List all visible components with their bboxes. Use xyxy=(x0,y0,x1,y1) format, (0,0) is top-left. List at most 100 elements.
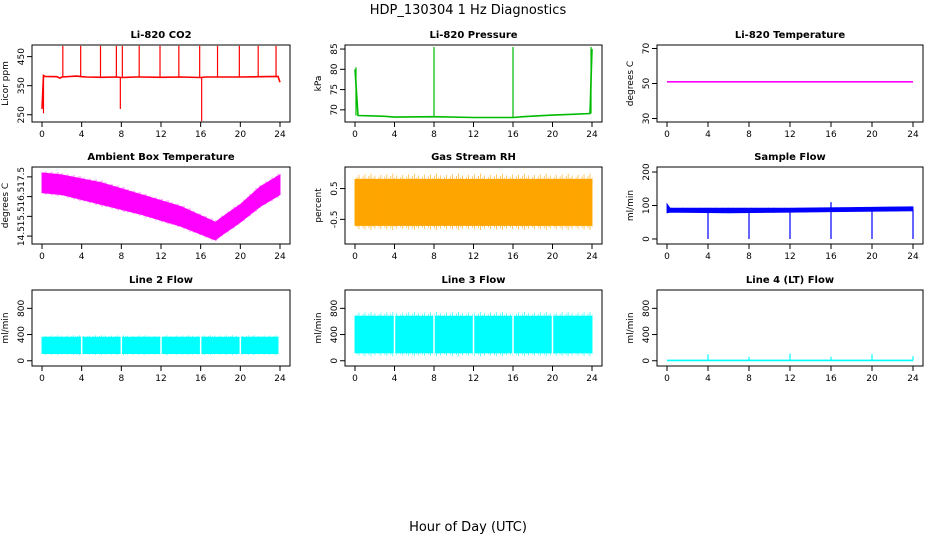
x-tick-label: 12 xyxy=(468,374,479,384)
x-tick-label: 24 xyxy=(274,252,286,262)
y-tick-label: 350 xyxy=(17,77,27,94)
panel-title: Line 2 Flow xyxy=(129,275,193,286)
x-tick-label: 16 xyxy=(825,130,837,140)
x-tick-label: 16 xyxy=(825,252,837,262)
y-axis-label: kPa xyxy=(314,76,324,92)
x-tick-label: 20 xyxy=(547,374,559,384)
x-tick-label: 4 xyxy=(79,252,85,262)
y-tick-label: 75 xyxy=(330,84,340,95)
x-tick-label: 8 xyxy=(746,374,752,384)
x-tick-label: 16 xyxy=(507,130,519,140)
y-tick-label: 70 xyxy=(642,43,652,55)
x-tick-label: 12 xyxy=(784,374,795,384)
plot-frame xyxy=(31,44,291,123)
y-tick-label: 400 xyxy=(642,326,652,343)
x-tick-label: 0 xyxy=(664,374,670,384)
chart-panel: Li-820 Temperature degrees C 0 4 8 12 16 20 24 30… xyxy=(626,30,924,140)
x-tick-label: 8 xyxy=(431,130,437,140)
x-tick-label: 20 xyxy=(547,130,559,140)
panel-title: Ambient Box Temperature xyxy=(87,152,234,163)
y-tick-label: 85 xyxy=(330,43,340,54)
panel-title: Li-820 Temperature xyxy=(735,30,845,41)
x-tick-label: 24 xyxy=(586,374,598,384)
x-tick-label: 20 xyxy=(547,252,559,262)
y-tick-label: 0 xyxy=(642,236,652,242)
y-tick-label: -0.5 xyxy=(330,211,340,229)
panel-title: Gas Stream RH xyxy=(431,152,516,163)
x-tick-label: 8 xyxy=(746,130,752,140)
y-axis-label: ml/min xyxy=(626,190,636,221)
x-tick-label: 16 xyxy=(507,252,519,262)
figure-title: HDP_130304 1 Hz Diagnostics xyxy=(370,3,567,18)
x-tick-label: 0 xyxy=(39,252,45,262)
x-tick-label: 8 xyxy=(431,252,437,262)
y-tick-label: 70 xyxy=(330,104,340,116)
x-tick-label: 20 xyxy=(235,130,247,140)
y-axis-label: percent xyxy=(314,188,324,223)
x-tick-label: 0 xyxy=(39,130,45,140)
x-tick-label: 16 xyxy=(507,374,519,384)
x-tick-label: 8 xyxy=(746,252,752,262)
y-tick-label: 0 xyxy=(330,358,340,364)
x-tick-label: 12 xyxy=(155,374,166,384)
y-tick-label: 80 xyxy=(330,63,340,75)
x-tick-label: 0 xyxy=(39,374,45,384)
y-tick-label: 100 xyxy=(642,197,652,214)
y-axis-label: ml/min xyxy=(1,312,11,343)
plot-frame xyxy=(656,44,924,123)
y-tick-label: 14.5 xyxy=(17,226,27,246)
x-tick-label: 4 xyxy=(705,252,711,262)
x-tick-label: 4 xyxy=(705,130,711,140)
plot-data-group xyxy=(666,202,914,239)
y-tick-label: 15.5 xyxy=(17,206,27,226)
y-tick-label: 400 xyxy=(330,326,340,343)
plot-data-group xyxy=(41,291,279,365)
x-tick-label: 24 xyxy=(274,374,286,384)
x-tick-label: 8 xyxy=(431,374,437,384)
chart-panel: Ambient Box Temperature degrees C 0 4 8 12 16 2… xyxy=(1,152,291,262)
x-tick-label: 4 xyxy=(79,374,85,384)
x-tick-label: 24 xyxy=(274,130,286,140)
x-tick-label: 24 xyxy=(907,252,919,262)
figure-x-axis-label: Hour of Day (UTC) xyxy=(409,520,527,535)
x-tick-label: 20 xyxy=(866,130,878,140)
x-tick-label: 8 xyxy=(118,374,124,384)
x-tick-label: 8 xyxy=(118,252,124,262)
x-tick-label: 0 xyxy=(352,130,358,140)
y-tick-label: 200 xyxy=(642,163,652,180)
series-line xyxy=(354,49,593,119)
chart-panel: Sample Flow ml/min 0 4 8 12 16 20 24 0 100 200 xyxy=(626,152,924,262)
y-tick-label: 0 xyxy=(642,358,652,364)
x-tick-label: 16 xyxy=(825,374,837,384)
y-axis-label: degrees C xyxy=(1,183,11,228)
x-tick-label: 4 xyxy=(392,374,398,384)
x-tick-label: 12 xyxy=(155,130,166,140)
plot-data-group xyxy=(354,173,593,230)
x-tick-label: 24 xyxy=(586,130,598,140)
x-tick-label: 12 xyxy=(155,252,166,262)
chart-panel: Li-820 CO2 Licor ppm 0 4 8 12 16 20 24 250 350 450 xyxy=(1,30,291,140)
chart-panel: Line 2 Flow ml/min 0 4 8 12 16 20 24 0 400 800 xyxy=(1,275,291,384)
y-axis-label: ml/min xyxy=(314,312,324,343)
x-tick-label: 20 xyxy=(235,252,247,262)
x-tick-label: 20 xyxy=(866,252,878,262)
x-tick-label: 0 xyxy=(352,374,358,384)
panel-title: Line 3 Flow xyxy=(442,275,506,286)
y-tick-label: 250 xyxy=(17,106,27,123)
y-tick-label: 400 xyxy=(17,326,27,343)
y-tick-label: 800 xyxy=(330,299,340,316)
x-tick-label: 20 xyxy=(235,374,247,384)
panel-title: Sample Flow xyxy=(754,152,826,163)
chart-panel: Gas Stream RH percent 0 4 8 12 16 20 24 -0.5 0.5 xyxy=(314,152,603,262)
x-tick-label: 16 xyxy=(195,374,207,384)
y-tick-label: 0 xyxy=(17,358,27,364)
panel-title: Line 4 (LT) Flow xyxy=(746,275,834,286)
x-tick-label: 4 xyxy=(705,374,711,384)
x-tick-label: 20 xyxy=(866,374,878,384)
x-tick-label: 0 xyxy=(664,130,670,140)
series-line xyxy=(41,74,281,109)
y-axis-label: ml/min xyxy=(626,312,636,343)
